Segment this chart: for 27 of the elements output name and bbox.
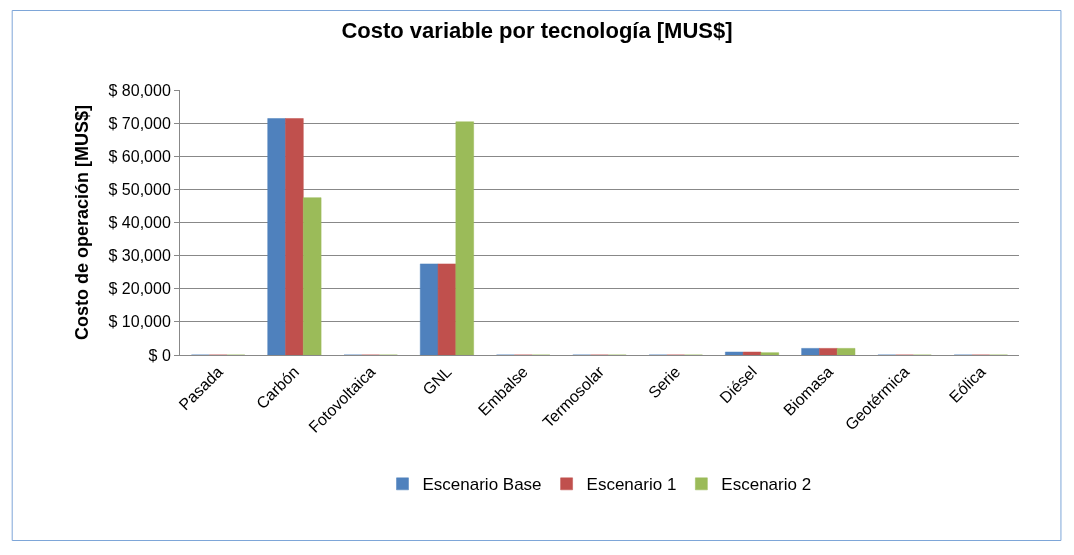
y-axis-title: Costo de operación [MUS$] — [71, 104, 92, 341]
bar — [725, 351, 744, 355]
legend-label: Escenario 2 — [721, 475, 812, 495]
y-tick-label: $ 30,000 — [108, 247, 171, 265]
x-tick-label: GNL — [419, 362, 455, 399]
y-tick-label: $ 80,000 — [108, 81, 171, 99]
legend-label: Escenario 1 — [586, 475, 677, 495]
bar — [303, 197, 322, 355]
y-tick-label: $ 60,000 — [108, 147, 171, 165]
bar — [819, 348, 838, 355]
bar — [437, 263, 457, 355]
bar — [285, 118, 304, 355]
y-tick-label: $ 40,000 — [108, 214, 171, 232]
bar — [760, 352, 779, 355]
legend-label: Escenario Base — [422, 475, 542, 495]
bar — [836, 348, 856, 355]
bar — [267, 118, 286, 355]
bar — [455, 121, 474, 355]
y-tick-label: $ 10,000 — [108, 313, 171, 331]
y-tick-label: $ 50,000 — [108, 180, 171, 198]
bar — [420, 263, 439, 355]
y-tick-label: $ 70,000 — [108, 114, 171, 132]
bar — [742, 351, 762, 355]
y-tick-label: $ 0 — [148, 346, 171, 364]
chart-title: Costo variable por tecnología [MUS$] — [341, 17, 733, 43]
y-tick-label: $ 20,000 — [108, 280, 171, 298]
bar — [801, 348, 820, 355]
